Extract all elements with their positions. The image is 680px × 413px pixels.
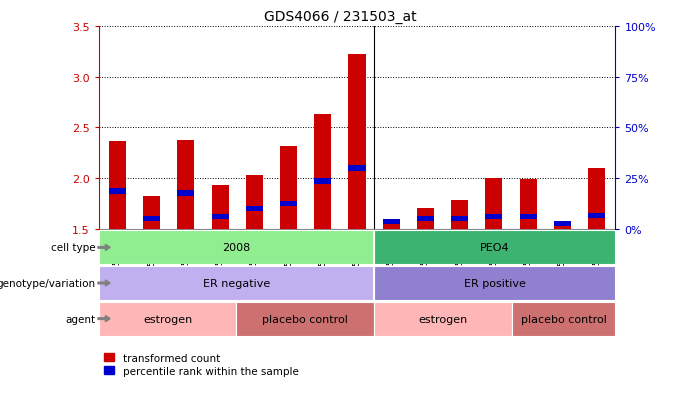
Bar bbox=[143, 216, 160, 222]
Text: placebo control: placebo control bbox=[521, 314, 607, 324]
Bar bbox=[374, 302, 512, 336]
Bar bbox=[374, 231, 615, 265]
Bar bbox=[512, 302, 615, 336]
Bar bbox=[417, 216, 434, 222]
Bar bbox=[177, 191, 194, 197]
Bar bbox=[314, 115, 331, 229]
Bar bbox=[280, 146, 297, 229]
Bar bbox=[486, 214, 503, 220]
Bar bbox=[348, 166, 366, 171]
Bar bbox=[211, 214, 228, 220]
Bar bbox=[374, 266, 615, 300]
Bar bbox=[237, 302, 374, 336]
Text: agent: agent bbox=[65, 314, 95, 324]
Text: estrogen: estrogen bbox=[143, 314, 192, 324]
Text: 2008: 2008 bbox=[222, 243, 250, 253]
Text: ER positive: ER positive bbox=[464, 278, 526, 288]
Bar bbox=[109, 141, 126, 229]
Bar bbox=[554, 221, 571, 227]
Bar bbox=[314, 179, 331, 185]
Bar bbox=[280, 201, 297, 206]
Text: placebo control: placebo control bbox=[262, 314, 348, 324]
Bar bbox=[177, 140, 194, 229]
Bar bbox=[99, 231, 374, 265]
Bar bbox=[417, 209, 434, 229]
Bar bbox=[554, 222, 571, 229]
Bar bbox=[451, 216, 469, 222]
Bar bbox=[245, 206, 263, 212]
Bar bbox=[520, 180, 537, 229]
Text: GDS4066 / 231503_at: GDS4066 / 231503_at bbox=[264, 10, 416, 24]
Text: genotype/variation: genotype/variation bbox=[0, 278, 95, 288]
Bar bbox=[383, 219, 400, 229]
Bar bbox=[99, 302, 237, 336]
Legend: transformed count, percentile rank within the sample: transformed count, percentile rank withi… bbox=[104, 353, 299, 376]
Text: ER negative: ER negative bbox=[203, 278, 270, 288]
Text: PEO4: PEO4 bbox=[480, 243, 509, 253]
Bar bbox=[588, 169, 605, 229]
Bar bbox=[109, 189, 126, 195]
Bar bbox=[211, 186, 228, 229]
Bar bbox=[348, 55, 366, 229]
Bar bbox=[99, 266, 374, 300]
Bar bbox=[486, 178, 503, 229]
Bar bbox=[383, 219, 400, 225]
Text: cell type: cell type bbox=[50, 243, 95, 253]
Bar bbox=[245, 176, 263, 229]
Bar bbox=[520, 214, 537, 220]
Text: estrogen: estrogen bbox=[418, 314, 468, 324]
Bar bbox=[588, 213, 605, 219]
Bar bbox=[143, 197, 160, 229]
Bar bbox=[451, 201, 469, 229]
